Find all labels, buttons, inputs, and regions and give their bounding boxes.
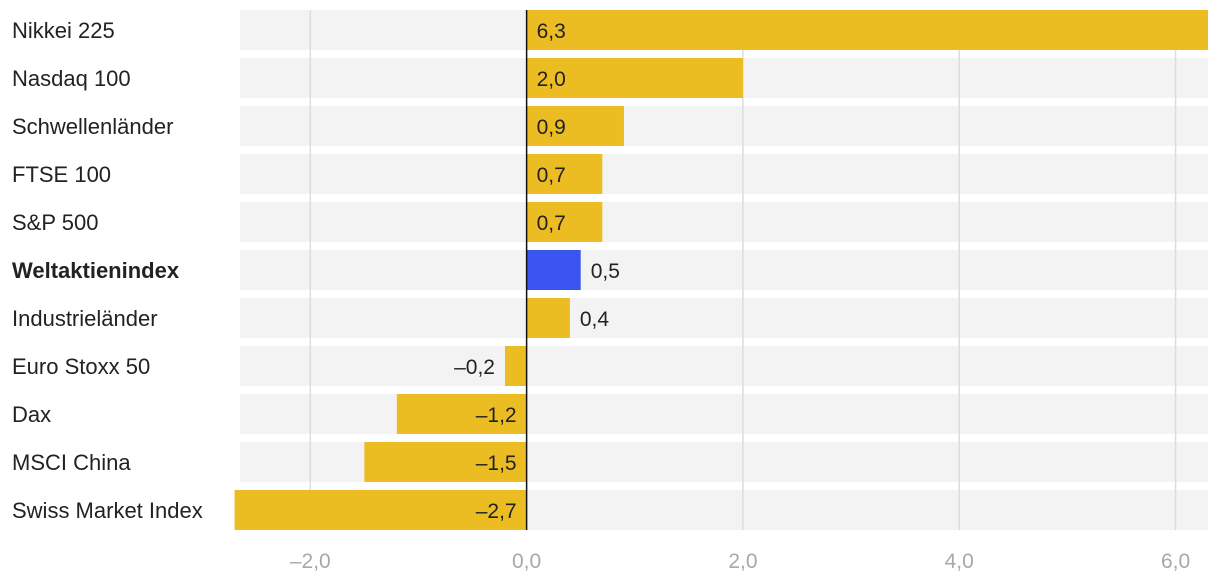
x-tick-label: –2,0 bbox=[290, 550, 331, 572]
row-track bbox=[240, 250, 1208, 290]
bar-6 bbox=[526, 298, 570, 338]
row-track bbox=[240, 346, 1208, 386]
value-label: 0,7 bbox=[537, 212, 566, 235]
value-label: 0,5 bbox=[591, 260, 620, 283]
bars bbox=[234, 10, 1208, 530]
category-label: Nikkei 225 bbox=[12, 18, 115, 43]
bar-3 bbox=[526, 154, 603, 194]
category-label: Weltaktienindex bbox=[12, 258, 180, 283]
value-label: –1,5 bbox=[476, 452, 517, 475]
row-track bbox=[240, 298, 1208, 338]
row-track bbox=[240, 202, 1208, 242]
category-label: Euro Stoxx 50 bbox=[12, 354, 150, 379]
value-label: –2,7 bbox=[476, 500, 517, 523]
category-label: MSCI China bbox=[12, 450, 131, 475]
x-tick-label: 2,0 bbox=[728, 550, 757, 572]
category-label: Schwellenländer bbox=[12, 114, 173, 139]
bar-4 bbox=[526, 202, 603, 242]
value-label: –0,2 bbox=[454, 356, 495, 379]
gridlines bbox=[309, 10, 1177, 530]
category-label: Dax bbox=[12, 402, 51, 427]
value-label: 0,9 bbox=[537, 116, 566, 139]
row-track bbox=[240, 106, 1208, 146]
x-tick-label: 4,0 bbox=[945, 550, 974, 572]
bar-8 bbox=[396, 394, 527, 434]
bar-5 bbox=[526, 250, 581, 290]
row-track bbox=[240, 394, 1208, 434]
x-axis-ticks: –2,0 0,0 2,0 4,0 6,0 bbox=[290, 550, 1190, 572]
category-label: S&P 500 bbox=[12, 210, 98, 235]
category-label: Swiss Market Index bbox=[12, 498, 203, 523]
row-track bbox=[240, 154, 1208, 194]
value-label: 0,4 bbox=[580, 308, 610, 331]
value-labels: 6,3 2,0 0,9 0,7 0,7 0,5 0,4 –0,2 –1,2 –1,5 –2,7 bbox=[454, 20, 620, 523]
category-labels: Nikkei 225 Nasdaq 100 Schwellenländer FTSE … bbox=[12, 18, 203, 523]
value-label: 2,0 bbox=[537, 68, 566, 91]
category-label: Industrieländer bbox=[12, 306, 158, 331]
bar-9 bbox=[364, 442, 527, 482]
x-tick-label: 0,0 bbox=[512, 550, 541, 572]
value-label: –1,2 bbox=[476, 404, 517, 427]
bar-7 bbox=[504, 346, 527, 386]
bar-0 bbox=[526, 10, 1208, 50]
bar-10 bbox=[234, 490, 527, 530]
category-label: FTSE 100 bbox=[12, 162, 111, 187]
bar-1 bbox=[526, 58, 743, 98]
bar-2 bbox=[526, 106, 624, 146]
category-label: Nasdaq 100 bbox=[12, 66, 131, 91]
value-label: 6,3 bbox=[537, 20, 566, 43]
value-label: 0,7 bbox=[537, 164, 566, 187]
x-tick-label: 6,0 bbox=[1161, 550, 1190, 572]
